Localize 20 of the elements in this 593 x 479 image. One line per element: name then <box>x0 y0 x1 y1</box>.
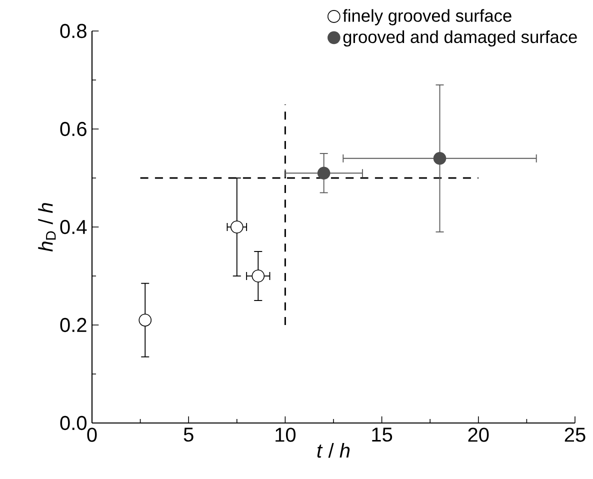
x-tick-label: 15 <box>372 428 392 442</box>
x-tick-label: 10 <box>276 428 296 442</box>
x-tick-label: 25 <box>564 428 586 442</box>
y-tick-label: 0.4 <box>60 220 87 234</box>
point <box>230 220 244 234</box>
x-axis-title: t / h <box>317 443 350 458</box>
x-tick-label: 0 <box>87 428 97 442</box>
y-tick-label: 0.2 <box>60 318 86 332</box>
y-tick-label: 0.0 <box>60 416 86 430</box>
point <box>252 270 265 282</box>
point <box>138 314 152 326</box>
y-axis-title: h$_{D}$ / h <box>38 203 56 252</box>
x-tick-label: 20 <box>468 428 489 442</box>
y-tick-label: 0.8 <box>60 24 86 38</box>
point <box>433 152 446 165</box>
point <box>317 166 330 180</box>
x-tick-label: 5 <box>184 428 194 442</box>
legend-label: grooved and damaged surface <box>343 30 577 47</box>
legend-label: finely grooved surface <box>342 9 512 26</box>
y-tick-label: 0.6 <box>60 122 86 136</box>
